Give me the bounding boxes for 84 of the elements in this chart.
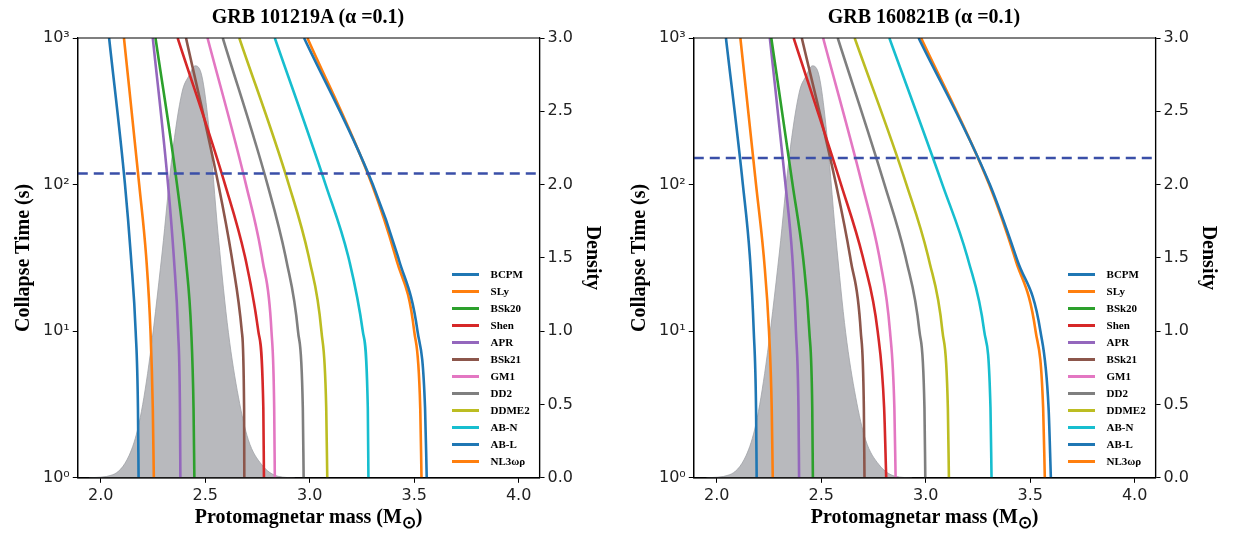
- x-tick-label: 2.5: [808, 484, 834, 504]
- y2-tick-label: 1.0: [547, 320, 574, 340]
- line-series: [800, 38, 866, 478]
- y2-tick-label: 3.0: [547, 27, 574, 47]
- legend-label: AB-N: [1106, 419, 1134, 435]
- y2-tick-label: 2.5: [547, 100, 574, 120]
- line-series: [888, 38, 993, 478]
- y2-tick-label: 1.0: [1163, 320, 1190, 340]
- x-tick-label: 4.0: [1121, 484, 1148, 504]
- legend-label: DDME2: [490, 402, 530, 418]
- line-series: [739, 38, 775, 478]
- y2-tick-label: 0.5: [547, 393, 574, 413]
- legend-label: DD2: [1106, 385, 1128, 401]
- line-series: [836, 38, 927, 478]
- legend-label: BSk20: [1106, 300, 1138, 316]
- y-tick-label: 10²: [658, 173, 686, 193]
- legend-label: GM1: [490, 368, 515, 384]
- x-tick-label: 2.0: [88, 484, 114, 504]
- legend-label: APR: [1106, 334, 1130, 350]
- legend-label: AB-N: [490, 419, 518, 435]
- x-tick-label: 3.0: [296, 484, 323, 504]
- legend-label: BCPM: [1106, 266, 1139, 282]
- line-series: [122, 38, 156, 478]
- line-series: [206, 38, 277, 478]
- chart-title: GRB 101219A (α =0.1): [211, 5, 405, 29]
- y2-tick-label: 0.0: [547, 466, 574, 486]
- y-tick-label: 10⁰: [658, 466, 686, 486]
- y-axis-title: Collapse Time (s): [11, 183, 35, 332]
- y2-tick-label: 0.0: [1163, 466, 1190, 486]
- line-series: [273, 38, 370, 478]
- y-tick-label: 10²: [42, 173, 70, 193]
- line-series: [176, 38, 266, 478]
- legend-label: APR: [490, 334, 514, 350]
- x-tick-label: 3.5: [401, 484, 427, 504]
- line-series: [107, 38, 140, 478]
- line-series: [151, 38, 182, 478]
- legend-label: Shen: [490, 317, 514, 333]
- legend-label: SLy: [490, 283, 509, 299]
- legend-label: GM1: [1106, 368, 1131, 384]
- line-series: [184, 38, 246, 478]
- x-tick-label: 4.0: [505, 484, 532, 504]
- line-series: [821, 38, 897, 478]
- x-tick-label: 2.5: [192, 484, 218, 504]
- x-tick-label: 2.0: [704, 484, 730, 504]
- x-axis-title: Protomagnetar mass (M$_{⊙}$): [194, 504, 423, 533]
- legend-label: AB-L: [1106, 436, 1133, 452]
- line-series: [724, 38, 758, 478]
- y2-axis-title: Density: [581, 225, 605, 291]
- line-series: [853, 38, 951, 478]
- y2-tick-label: 0.5: [1163, 393, 1190, 413]
- y2-tick-label: 3.0: [1163, 27, 1190, 47]
- legend-label: DDME2: [1106, 402, 1146, 418]
- legend-label: AB-L: [490, 436, 517, 452]
- y-axis-title: Collapse Time (s): [627, 183, 651, 332]
- legend-label: Shen: [1106, 317, 1130, 333]
- y2-tick-label: 2.5: [1163, 100, 1190, 120]
- chart-title: GRB 160821B (α =0.1): [827, 5, 1021, 29]
- y-tick-label: 10³: [42, 27, 70, 47]
- y2-tick-label: 2.0: [547, 173, 574, 193]
- legend-label: BSk21: [490, 351, 522, 367]
- line-series: [769, 38, 815, 478]
- legend-label: BSk20: [490, 300, 522, 316]
- y2-tick-label: 2.0: [1163, 173, 1190, 193]
- legend-label: DD2: [490, 385, 512, 401]
- x-axis-title: Protomagnetar mass (M$_{⊙}$): [810, 504, 1039, 533]
- y-tick-label: 10⁰: [42, 466, 70, 486]
- y-tick-label: 10¹: [658, 320, 686, 340]
- line-series: [221, 38, 305, 478]
- y-tick-label: 10³: [658, 27, 686, 47]
- y2-tick-label: 1.5: [1163, 247, 1190, 267]
- y2-tick-label: 1.5: [547, 247, 574, 267]
- line-series: [154, 38, 196, 478]
- legend-label: BSk21: [1106, 351, 1138, 367]
- legend-label: NL3ωρ: [1106, 453, 1142, 469]
- legend-label: BCPM: [490, 266, 523, 282]
- line-series: [792, 38, 888, 478]
- x-tick-label: 3.5: [1017, 484, 1043, 504]
- y2-axis-title: Density: [1197, 225, 1221, 291]
- legend-label: NL3ωρ: [490, 453, 526, 469]
- line-series: [768, 38, 801, 478]
- line-series: [237, 38, 329, 478]
- legend-label: SLy: [1106, 283, 1125, 299]
- y-tick-label: 10¹: [42, 320, 70, 340]
- x-tick-label: 3.0: [912, 484, 939, 504]
